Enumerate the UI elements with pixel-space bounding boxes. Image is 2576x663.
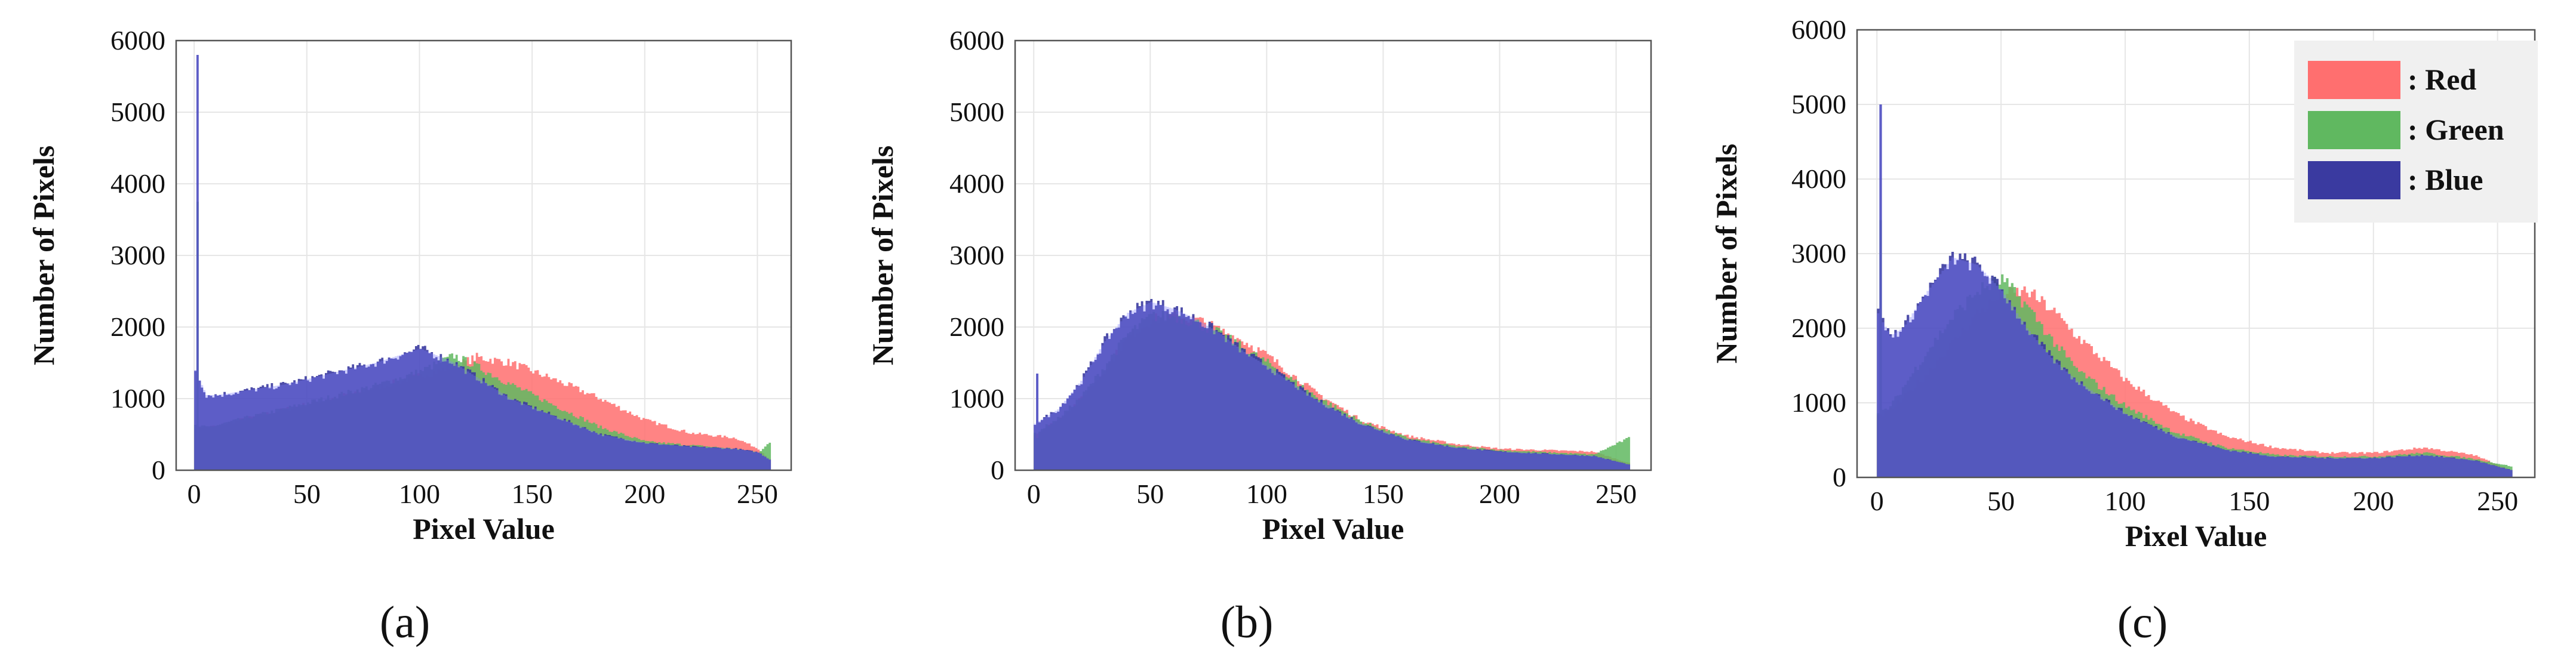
x-tick-label: 150: [1363, 479, 1404, 509]
x-tick-label: 0: [1870, 486, 1884, 516]
y-tick-label: 0: [991, 455, 1004, 485]
legend-swatch-blue: [2308, 161, 2400, 199]
panel-label: (b): [1221, 597, 1274, 647]
plot-frame: [1856, 29, 2536, 479]
y-tick-label: 6000: [1791, 14, 1846, 45]
histogram-series-blue-overlay: [194, 55, 771, 470]
panel-label: (a): [380, 597, 430, 647]
histogram-panel-1: 0 1000 2000 3000 4000 5000 6000 0 50 100 150 200 250…: [27, 25, 792, 647]
y-axis-label: Number of Pixels: [27, 146, 60, 365]
y-tick-label: 3000: [110, 240, 165, 270]
x-tick-label: 200: [2353, 486, 2394, 516]
x-tick-label: 200: [1479, 479, 1520, 509]
histogram-panel-3: 0 1000 2000 3000 4000 5000 6000 0 50 100 150 200 250…: [1710, 14, 2536, 647]
histogram-series-blue: [194, 55, 771, 470]
y-tick-label: 2000: [949, 312, 1004, 342]
legend-label-blue: : Blue: [2408, 163, 2483, 196]
histogram-series-blue-overlay: [1877, 104, 2513, 477]
y-tick-label: 5000: [949, 97, 1004, 127]
histogram-series-blue: [1034, 298, 1630, 470]
y-tick-label: 1000: [949, 383, 1004, 414]
y-axis-label: Number of Pixels: [1710, 144, 1743, 363]
y-tick-label: 0: [152, 455, 165, 485]
y-tick-label: 0: [1833, 462, 1846, 492]
x-axis-label: Pixel Value: [2125, 519, 2267, 553]
x-tick-label: 100: [1246, 479, 1287, 509]
y-axis-label: Number of Pixels: [866, 146, 899, 365]
legend-swatch-green: [2308, 111, 2400, 149]
x-tick-label: 50: [293, 479, 321, 509]
x-tick-label: 0: [1027, 479, 1041, 509]
x-axis-label: Pixel Value: [1262, 512, 1404, 545]
x-tick-label: 250: [1596, 479, 1637, 509]
x-tick-label: 150: [512, 479, 553, 509]
y-tick-label: 4000: [110, 168, 165, 199]
y-tick-label: 3000: [1791, 238, 1846, 269]
x-tick-label: 0: [187, 479, 201, 509]
x-tick-label: 200: [624, 479, 665, 509]
histogram-panel-2: 0 1000 2000 3000 4000 5000 6000 0 50 100 150 200 250…: [866, 25, 1652, 647]
plot-frame: [1014, 39, 1652, 471]
x-tick-label: 250: [2477, 486, 2518, 516]
x-tick-label: 250: [737, 479, 778, 509]
y-tick-label: 2000: [110, 312, 165, 342]
y-tick-label: 2000: [1791, 313, 1846, 343]
histogram-series-blue-overlay: [1034, 302, 1630, 470]
y-tick-label: 4000: [1791, 164, 1846, 194]
histogram-series-blue: [1877, 104, 2513, 477]
y-tick-label: 1000: [1791, 387, 1846, 418]
x-tick-label: 50: [1136, 479, 1164, 509]
y-tick-label: 5000: [110, 97, 165, 127]
x-tick-label: 100: [399, 479, 440, 509]
y-tick-label: 6000: [110, 25, 165, 55]
x-tick-label: 150: [2228, 486, 2270, 516]
y-tick-label: 3000: [949, 240, 1004, 270]
legend-swatch-red: [2308, 61, 2400, 99]
panel-label: (c): [2117, 597, 2168, 647]
legend-label-red: : Red: [2408, 63, 2476, 96]
x-tick-label: 50: [1987, 486, 2015, 516]
legend: : Red : Green : Blue: [2294, 41, 2538, 223]
plot-frame: [175, 39, 792, 471]
x-tick-label: 100: [2105, 486, 2146, 516]
x-axis-label: Pixel Value: [413, 512, 555, 545]
y-tick-label: 6000: [949, 25, 1004, 55]
y-tick-label: 1000: [110, 383, 165, 414]
y-tick-label: 5000: [1791, 89, 1846, 119]
legend-label-green: : Green: [2408, 113, 2504, 146]
y-tick-label: 4000: [949, 168, 1004, 199]
